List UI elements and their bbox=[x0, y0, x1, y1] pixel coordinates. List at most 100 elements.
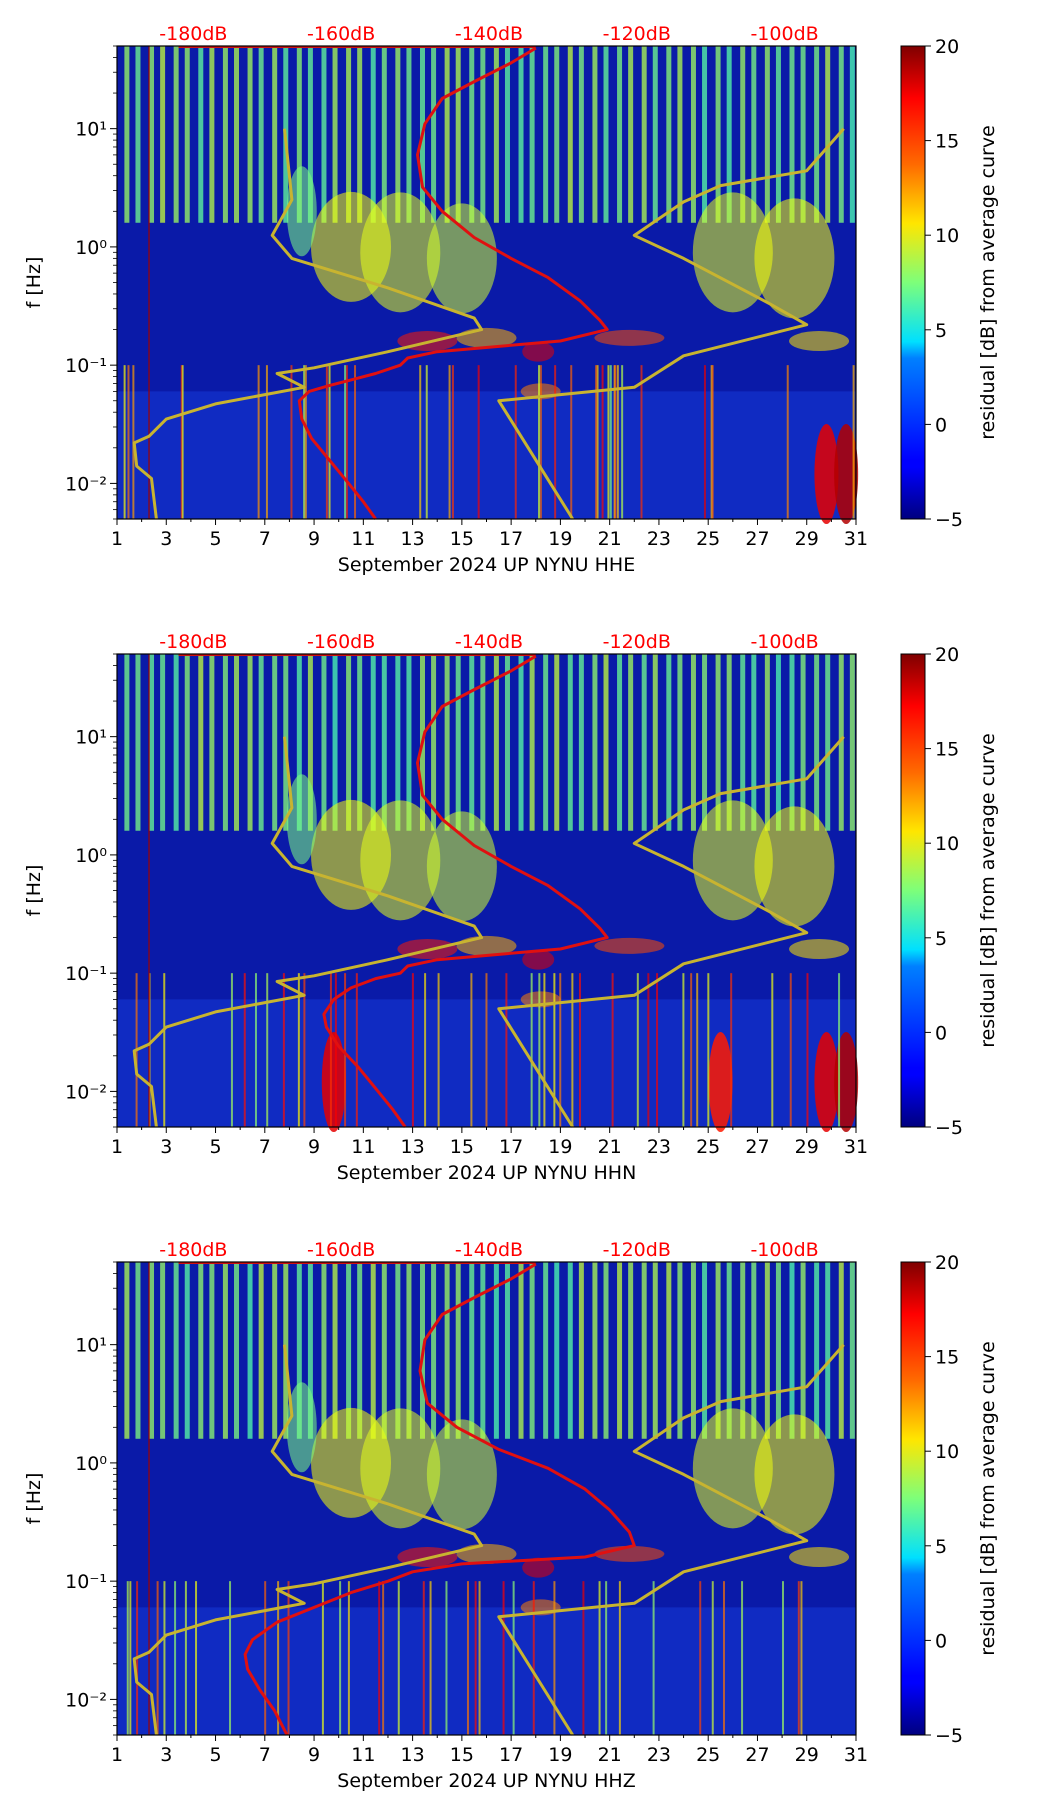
daily-noise-stripe bbox=[173, 46, 179, 223]
daily-noise-stripe bbox=[740, 654, 746, 831]
transient-spike bbox=[448, 365, 451, 519]
daily-noise-stripe bbox=[543, 1262, 549, 1439]
transient-spike bbox=[532, 1581, 535, 1735]
transient-spike bbox=[156, 1581, 159, 1735]
daily-noise-stripe bbox=[395, 46, 401, 223]
db-labels-hhz: -180dB -160dB -140dB -120dB -100dB bbox=[159, 1239, 818, 1261]
daily-noise-stripe bbox=[518, 654, 524, 831]
colorbar-tick-label: 15 bbox=[935, 1347, 959, 1369]
daily-noise-stripe bbox=[603, 46, 609, 223]
transient-spike bbox=[243, 973, 246, 1127]
daily-noise-stripe bbox=[504, 654, 510, 831]
daily-noise-stripe bbox=[825, 46, 831, 223]
transient-spike bbox=[595, 365, 598, 519]
daily-noise-stripe bbox=[666, 1262, 672, 1439]
transient-spike bbox=[264, 1581, 267, 1735]
x-tick-label: 27 bbox=[745, 1744, 769, 1766]
transient-spike bbox=[347, 1581, 350, 1735]
panel-hhn: -180dB -160dB -140dB -120dB -100dB 1 3 5 7 9 11 13… bbox=[23, 631, 999, 1184]
transient-spike bbox=[321, 1581, 324, 1735]
colorbar-tick-label: −5 bbox=[935, 1117, 963, 1139]
daily-noise-stripe bbox=[198, 1262, 204, 1439]
panel-hhe: -180dB -160dB -140dB -120dB -100dB 1 3 5 7 9 11 13… bbox=[23, 23, 999, 576]
transient-spike bbox=[470, 973, 473, 1127]
x-tick-label: 21 bbox=[598, 1136, 622, 1158]
daily-noise-stripe bbox=[617, 46, 623, 223]
daily-noise-stripe bbox=[381, 46, 387, 223]
transient-spike bbox=[184, 1581, 187, 1735]
x-tick-label: 19 bbox=[548, 1136, 572, 1158]
microseism-blob bbox=[594, 937, 665, 954]
storm-event bbox=[834, 424, 859, 525]
transient-spike bbox=[543, 973, 546, 1127]
daily-noise-stripe bbox=[838, 46, 844, 223]
noise-model-curve bbox=[132, 1344, 484, 1736]
x-tick-label: 11 bbox=[351, 1744, 375, 1766]
transient-spike bbox=[800, 1581, 803, 1735]
db-label: -120dB bbox=[603, 23, 671, 45]
daily-noise-stripe bbox=[395, 654, 401, 831]
daily-noise-stripe bbox=[321, 654, 327, 831]
x-tick-label: 3 bbox=[160, 1136, 172, 1158]
x-tick-label: 5 bbox=[209, 1744, 221, 1766]
microseism-blob bbox=[789, 331, 850, 352]
daily-noise-stripe bbox=[814, 46, 820, 223]
daily-noise-stripe bbox=[406, 1262, 412, 1439]
y-tick-label: 10⁻² bbox=[65, 1689, 107, 1711]
db-label: -140dB bbox=[455, 23, 523, 45]
db-label: -160dB bbox=[307, 1239, 375, 1261]
transient-spike bbox=[559, 973, 562, 1127]
daily-noise-stripe bbox=[272, 46, 278, 223]
x-axis-label-hhe: September 2024 UP NYNU HHE bbox=[338, 554, 635, 576]
transient-spike bbox=[538, 973, 541, 1127]
daily-noise-stripe bbox=[726, 46, 732, 223]
x-tick-label: 27 bbox=[745, 1136, 769, 1158]
x-tick-label: 15 bbox=[450, 1744, 474, 1766]
daily-noise-stripe bbox=[690, 1262, 696, 1439]
x-tick-label: 17 bbox=[499, 1744, 523, 1766]
daily-noise-stripe bbox=[652, 46, 658, 223]
transient-spike bbox=[382, 1581, 385, 1735]
daily-noise-stripe bbox=[652, 1262, 658, 1439]
daily-noise-stripe bbox=[444, 46, 450, 223]
transient-spike bbox=[429, 1581, 432, 1735]
transient-spike bbox=[711, 365, 714, 519]
microseism-blob bbox=[692, 800, 773, 921]
daily-noise-stripe bbox=[124, 1262, 130, 1439]
colorbar-label: residual [dB] from average curve bbox=[977, 733, 999, 1048]
transient-spike bbox=[257, 365, 260, 519]
transient-spike bbox=[174, 1581, 177, 1735]
transient-spike bbox=[277, 1581, 280, 1735]
daily-noise-stripe bbox=[726, 654, 732, 831]
daily-noise-stripe bbox=[764, 654, 770, 831]
transient-spike bbox=[601, 365, 604, 519]
daily-noise-stripe bbox=[258, 654, 264, 831]
daily-noise-stripe bbox=[603, 1262, 609, 1439]
transient-spike bbox=[640, 365, 643, 519]
daily-noise-stripe bbox=[529, 654, 535, 831]
daily-noise-stripe bbox=[641, 654, 647, 831]
transient-spike bbox=[618, 1581, 621, 1735]
daily-noise-stripe bbox=[272, 654, 278, 831]
y-tick-label: 10⁻¹ bbox=[65, 1571, 107, 1593]
daily-noise-stripe bbox=[677, 1262, 683, 1439]
microseism-blob bbox=[522, 949, 555, 970]
transient-spike bbox=[722, 1581, 725, 1735]
y-tick-label: 10⁰ bbox=[75, 845, 107, 867]
transient-spike bbox=[703, 365, 706, 519]
microseism-blob bbox=[426, 1419, 497, 1530]
daily-noise-stripe bbox=[504, 1262, 510, 1439]
transient-spike bbox=[163, 1581, 166, 1735]
daily-noise-stripe bbox=[554, 46, 560, 223]
daily-noise-stripe bbox=[222, 1262, 228, 1439]
microseism-blob bbox=[286, 1382, 317, 1473]
daily-noise-stripe bbox=[543, 46, 549, 223]
x-tick-label: 29 bbox=[795, 1744, 819, 1766]
microseism-blob bbox=[360, 192, 441, 313]
daily-noise-stripe bbox=[543, 654, 549, 831]
x-tick-label: 15 bbox=[450, 528, 474, 550]
db-label: -160dB bbox=[307, 631, 375, 653]
colorbar-tick-label: 0 bbox=[935, 1630, 947, 1652]
daily-noise-stripe bbox=[321, 1262, 327, 1439]
x-tick-label: 29 bbox=[795, 528, 819, 550]
